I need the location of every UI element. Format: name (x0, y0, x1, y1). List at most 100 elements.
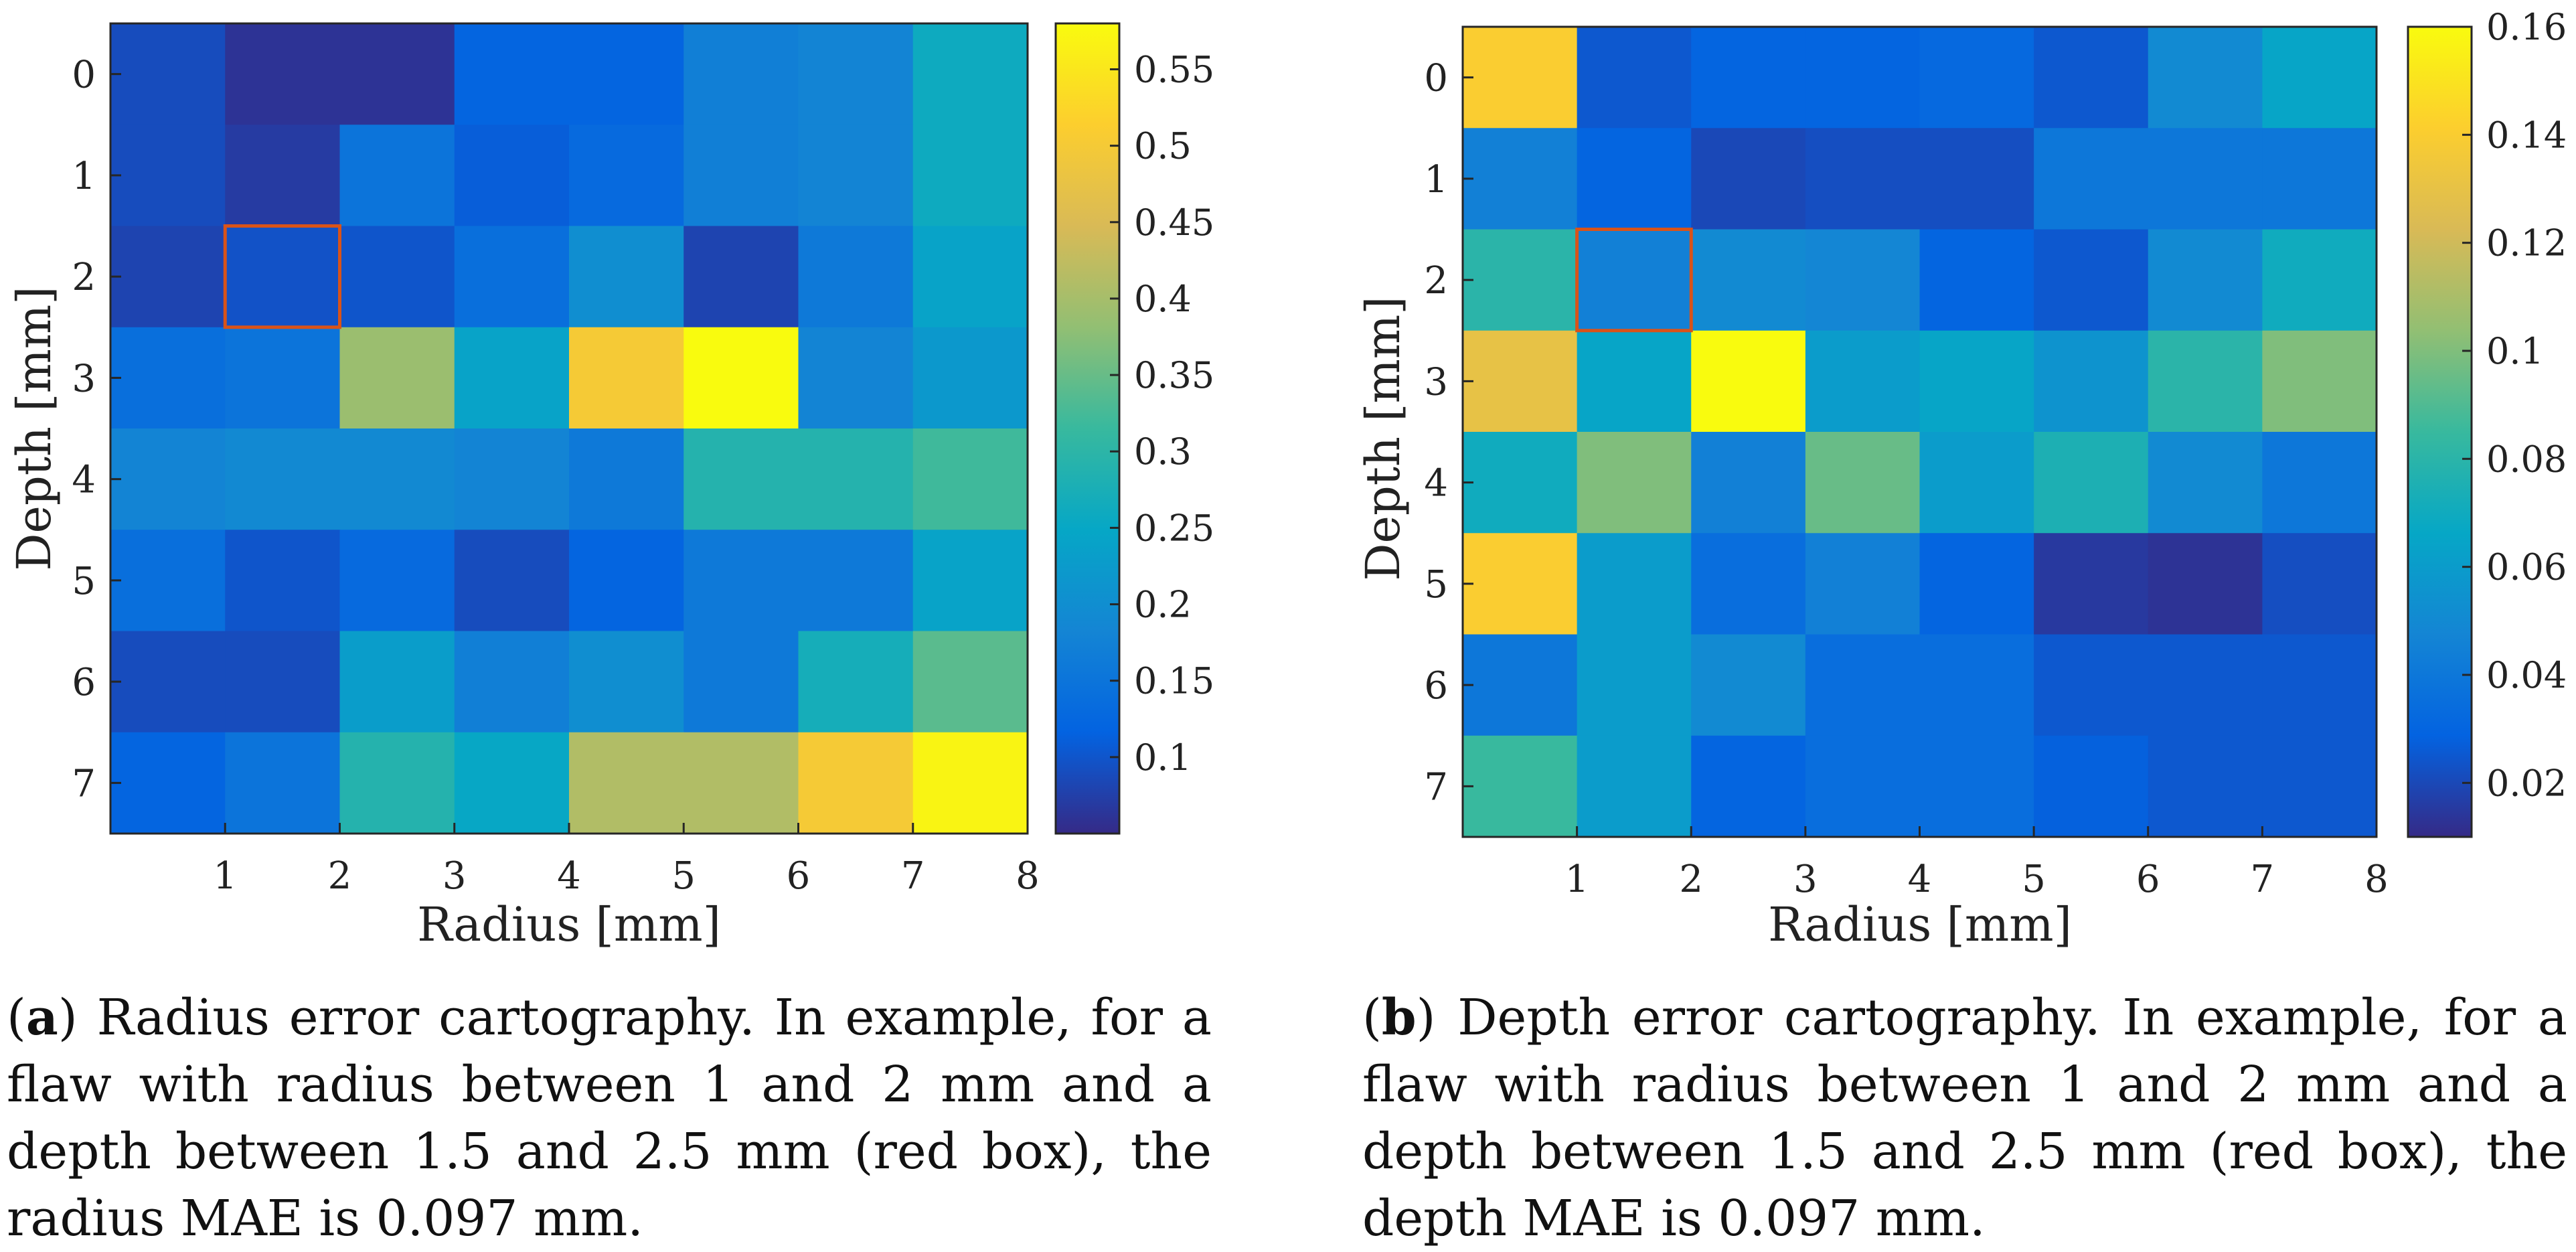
heatmap-b-cell-r4-c6 (2148, 432, 2263, 534)
heatmap-a-cell-r7-c5 (683, 732, 799, 834)
heatmap-a-cell-r3-c4 (569, 327, 684, 429)
heatmap-b-cell-r3-c0 (1463, 330, 1578, 433)
heatmap-b-cell-r2-c5 (2034, 229, 2149, 331)
heatmap-b-cell-r1-c1 (1577, 128, 1692, 230)
heatmap-b-cell-r3-c4 (1919, 330, 2034, 433)
heatmap-a-cell-r5-c4 (569, 530, 684, 632)
heatmap-a-cell-r0-c4 (569, 23, 684, 125)
heatmap-a-cell-r0-c3 (454, 23, 570, 125)
colorbar-b-tick-label: 0.12 (2486, 222, 2567, 264)
heatmap-a-cell-r3-c6 (798, 327, 914, 429)
heatmap-b-ytick-label: 2 (1424, 259, 1448, 303)
heatmap-b-cell-r3-c2 (1691, 330, 1806, 433)
colorbar-b-tick-label: 0.14 (2486, 114, 2567, 156)
heatmap-a-cell-r4-c3 (454, 428, 570, 530)
heatmap-a-cell-r6-c4 (569, 631, 684, 733)
heatmap-a-cell-r0-c0 (110, 23, 226, 125)
colorbar-a-tick-label: 0.3 (1134, 431, 1192, 473)
heatmap-a-cell-r6-c0 (110, 631, 226, 733)
heatmap-a-cell-r5-c7 (912, 530, 1028, 632)
heatmap-b-cell-r5-c1 (1577, 533, 1692, 635)
heatmap-a-xtick-label: 5 (671, 854, 696, 898)
heatmap-b-cell-r4-c3 (1805, 432, 1921, 534)
heatmap-b-cell-r7-c1 (1577, 735, 1692, 838)
colorbar-b-tick-label: 0.02 (2486, 762, 2567, 804)
heatmap-b-cell-r6-c5 (2034, 634, 2149, 736)
heatmap-b-cell-r5-c5 (2034, 533, 2149, 635)
heatmap-b-cell-r0-c1 (1577, 27, 1692, 129)
colorbar-a-tick-label: 0.25 (1134, 507, 1214, 549)
heatmap-b-cells (1463, 27, 2377, 838)
heatmap-a-xtick-label: 4 (557, 854, 581, 898)
heatmap-a-cell-r6-c5 (683, 631, 799, 733)
heatmap-a-cell-r2-c6 (798, 226, 914, 328)
heatmap-a-cell-r3-c0 (110, 327, 226, 429)
heatmap-b-ytick-label: 0 (1424, 57, 1448, 100)
heatmap-b-ytick-label: 5 (1424, 563, 1448, 607)
heatmap-b-ytick-label: 4 (1424, 462, 1448, 505)
heatmap-a-cell-r5-c6 (798, 530, 914, 632)
heatmap-a-cell-r2-c4 (569, 226, 684, 328)
heatmap-b-cell-r2-c6 (2148, 229, 2263, 331)
colorbar-a-tick-label: 0.15 (1134, 660, 1214, 702)
caption-b-label: b (1381, 989, 1417, 1046)
heatmap-b-cell-r1-c0 (1463, 128, 1578, 230)
heatmap-b-cell-r7-c0 (1463, 735, 1578, 838)
heatmap-a-cell-r4-c0 (110, 428, 226, 530)
heatmap-a-cell-r4-c6 (798, 428, 914, 530)
heatmap-b-cell-r3-c5 (2034, 330, 2149, 433)
heatmap-a-cell-r6-c3 (454, 631, 570, 733)
heatmap-b-cell-r1-c2 (1691, 128, 1806, 230)
colorbar-a-tick-label: 0.35 (1134, 354, 1214, 396)
colorbar-a-tick-label: 0.2 (1134, 584, 1192, 626)
heatmap-b-cell-r1-c4 (1919, 128, 2034, 230)
heatmap-b-cell-r6-c6 (2148, 634, 2263, 736)
heatmap-a-cell-r4-c2 (339, 428, 455, 530)
caption-a-label: a (25, 989, 58, 1046)
heatmap-a-ytick-label: 1 (72, 155, 96, 198)
heatmap-a-cell-r4-c1 (225, 428, 341, 530)
heatmap-b-cell-r2-c0 (1463, 229, 1578, 331)
heatmap-b-cell-r5-c3 (1805, 533, 1921, 635)
heatmap-b-x-ticks: 1 2 3 4 5 6 7 8 (1565, 826, 2389, 901)
heatmap-a-ytick-label: 5 (72, 560, 96, 603)
heatmap-a-ytick-label: 2 (72, 256, 96, 299)
heatmap-b-cell-r7-c2 (1691, 735, 1806, 838)
heatmap-a-cell-r6-c1 (225, 631, 341, 733)
heatmap-b-ytick-label: 7 (1424, 765, 1448, 809)
heatmap-panel-a: 1 2 3 4 5 6 7 8 0 1 2 3 4 5 6 7 Radius [mm] Depth [mm]… (7, 22, 1214, 952)
heatmap-b-cell-r3-c3 (1805, 330, 1921, 433)
heatmap-a-y-ticks: 0 1 2 3 4 5 6 7 (72, 54, 121, 805)
heatmap-a-cell-r7-c4 (569, 732, 684, 834)
heatmap-b-xtick-label: 1 (1565, 858, 1589, 901)
colorbar-b-tick-label: 0.04 (2486, 654, 2567, 696)
heatmap-b-cell-r5-c6 (2148, 533, 2263, 635)
heatmap-b-cell-r5-c7 (2262, 533, 2377, 635)
heatmap-b-cell-r4-c2 (1691, 432, 1806, 534)
heatmap-a-cell-r2-c3 (454, 226, 570, 328)
heatmap-a-cell-r7-c6 (798, 732, 914, 834)
heatmap-a-cell-r1-c2 (339, 125, 455, 227)
heatmap-b-cell-r5-c2 (1691, 533, 1806, 635)
heatmap-a-cell-r5-c5 (683, 530, 799, 632)
heatmap-b-y-ticks: 0 1 2 3 4 5 6 7 (1424, 57, 1473, 809)
heatmap-b-cell-r7-c7 (2262, 735, 2377, 838)
heatmap-b-cell-r2-c3 (1805, 229, 1921, 331)
caption-a-text: Radius error cartography. In example, fo… (7, 989, 1212, 1247)
heatmap-a-highlight-box (223, 224, 341, 329)
heatmap-a-cell-r7-c3 (454, 732, 570, 834)
heatmap-a-ytick-label: 0 (72, 54, 96, 97)
heatmap-b-xtick-label: 8 (2364, 858, 2389, 901)
heatmap-b-cell-r3-c6 (2148, 330, 2263, 433)
heatmap-b-ytick-label: 6 (1424, 664, 1448, 708)
heatmap-a-cell-r5-c1 (225, 530, 341, 632)
heatmap-a-cells (110, 23, 1028, 834)
heatmap-b-xtick-label: 3 (1793, 858, 1818, 901)
heatmap-a-cell-r0-c6 (798, 23, 914, 125)
colorbar-b-tick-label: 0.16 (2486, 6, 2567, 48)
heatmap-a-cell-r0-c1 (225, 23, 341, 125)
heatmap-b-cell-r5-c4 (1919, 533, 2034, 635)
heatmap-b-cell-r0-c6 (2148, 27, 2263, 129)
heatmap-a-cell-r1-c0 (110, 125, 226, 227)
heatmap-b-cell-r4-c1 (1577, 432, 1692, 534)
